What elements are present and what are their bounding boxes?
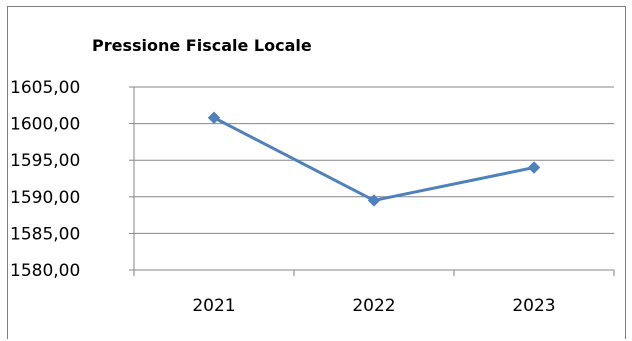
series-layer: [207, 111, 541, 207]
chart-title: Pressione Fiscale Locale: [92, 36, 312, 55]
series-line: [213, 116, 535, 202]
axes: [133, 87, 614, 271]
y-tick-label: 1590,00: [10, 188, 80, 208]
data-point: [207, 111, 221, 124]
data-point: [367, 194, 381, 207]
chart-frame: [7, 6, 626, 339]
y-tick-label: 1605,00: [10, 78, 80, 98]
x-tick-label: 2021: [192, 296, 235, 316]
gridlines: [134, 86, 614, 234]
y-tick-label: 1585,00: [10, 224, 80, 244]
data-point: [527, 161, 541, 174]
y-tick-label: 1580,00: [10, 261, 80, 281]
x-axis-ticks: 2021 2022 2023: [133, 270, 615, 316]
y-axis-ticks: 1605,00 1600,00 1595,00 1590,00 1585,00 1580,…: [10, 78, 134, 281]
x-tick-label: 2023: [512, 296, 555, 316]
x-tick-label: 2022: [352, 296, 395, 316]
y-tick-label: 1600,00: [10, 115, 80, 135]
y-tick-label: 1595,00: [10, 151, 80, 171]
